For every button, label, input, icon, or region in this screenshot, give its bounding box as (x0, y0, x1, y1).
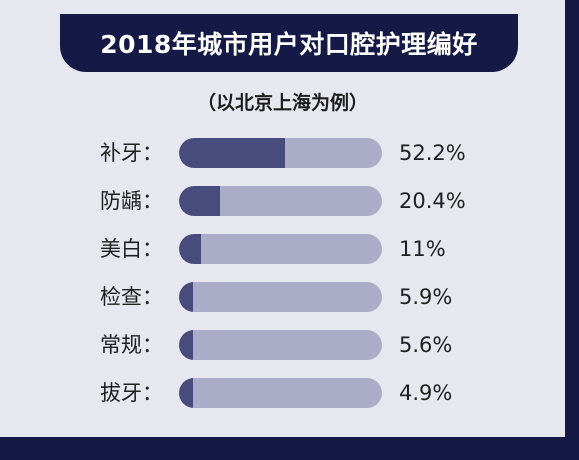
bar (179, 330, 193, 360)
value-label: 5.6% (399, 333, 453, 357)
bar-row: 检查： 5.9% (0, 280, 565, 314)
bar-row: 美白： 11% (0, 232, 565, 266)
bar (179, 186, 221, 216)
category-label: 常规： (100, 333, 163, 357)
category-label: 拔牙： (100, 381, 163, 405)
chart-panel: 2018年城市用户对口腔护理编好 （以北京上海为例） 补牙： 52.2% 防龋： 20… (0, 0, 565, 437)
value-label: 11% (399, 237, 446, 261)
category-label: 补牙： (100, 141, 163, 165)
chart-subtitle: （以北京上海为例） (196, 92, 368, 114)
bar (179, 234, 202, 264)
category-label: 美白： (100, 237, 163, 261)
value-label: 5.9% (399, 285, 453, 309)
category-label: 防龋： (100, 189, 163, 213)
bar-row: 防龋： 20.4% (0, 184, 565, 218)
bar (179, 282, 193, 312)
bar-track (179, 234, 382, 264)
bar-track (179, 138, 382, 168)
bar-row: 拔牙： 4.9% (0, 376, 565, 410)
bar-track (179, 186, 382, 216)
bar-track (179, 330, 382, 360)
bar (179, 138, 285, 168)
value-label: 52.2% (399, 141, 466, 165)
bar-track (179, 282, 382, 312)
bar-row: 补牙： 52.2% (0, 136, 565, 170)
value-label: 4.9% (399, 381, 453, 405)
value-label: 20.4% (399, 189, 466, 213)
bar-row: 常规： 5.6% (0, 328, 565, 362)
chart-title: 2018年城市用户对口腔护理编好 (100, 30, 478, 59)
bar (179, 378, 193, 408)
bar-track (179, 378, 382, 408)
title-banner: 2018年城市用户对口腔护理编好 (60, 14, 518, 72)
category-label: 检查： (100, 285, 163, 309)
